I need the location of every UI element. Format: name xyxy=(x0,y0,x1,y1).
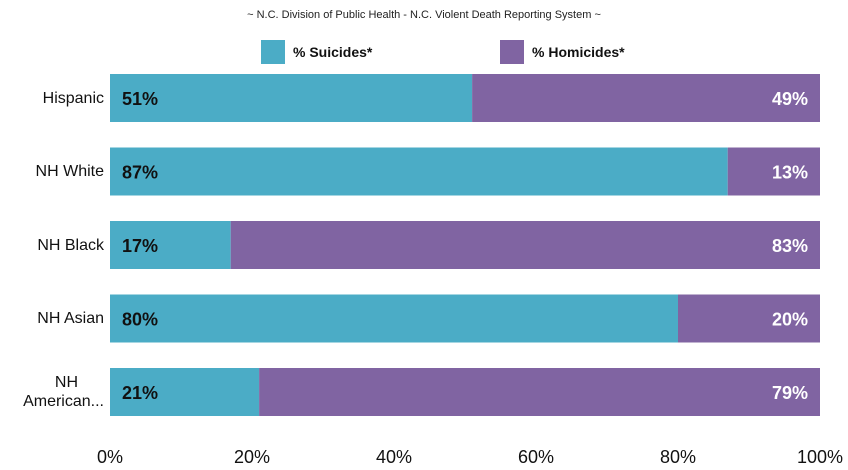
x-tick-label: 60% xyxy=(517,447,555,467)
x-tick-label: 80% xyxy=(659,447,697,467)
category-label-3: NH Asian xyxy=(0,309,104,328)
legend-swatch-suicides xyxy=(261,40,285,64)
x-tick-label: 20% xyxy=(233,447,271,467)
legend-swatch-homicides xyxy=(500,40,524,64)
data-label-homicides-0: 49% xyxy=(772,89,808,109)
bar-suicides-0 xyxy=(110,74,473,122)
category-label-1: NH White xyxy=(0,162,104,181)
data-label-suicides-3: 80% xyxy=(122,310,158,330)
category-label-line: NH White xyxy=(35,163,104,180)
data-label-homicides-3: 20% xyxy=(772,310,808,330)
data-label-homicides-2: 83% xyxy=(772,236,808,256)
bar-homicides-3 xyxy=(678,294,820,343)
x-tick-label: 40% xyxy=(375,447,413,467)
chart-subtitle: ~ N.C. Division of Public Health - N.C. … xyxy=(247,9,601,21)
legend-item-suicides: % Suicides* xyxy=(261,40,372,64)
x-tick-label: 100% xyxy=(796,447,844,467)
category-label-0: Hispanic xyxy=(0,89,104,108)
bar-suicides-4 xyxy=(110,368,260,416)
bar-suicides-2 xyxy=(110,221,231,269)
bar-homicides-1 xyxy=(727,147,820,196)
bar-suicides-1 xyxy=(110,147,728,196)
category-label-line: NH xyxy=(54,374,78,391)
category-label-line: NH Asian xyxy=(37,310,104,327)
legend-label-suicides: % Suicides* xyxy=(293,44,373,60)
legend-label-homicides: % Homicides* xyxy=(532,44,625,60)
data-label-homicides-4: 79% xyxy=(772,383,808,403)
legend-item-homicides: % Homicides* xyxy=(500,40,625,64)
bar-homicides-4 xyxy=(259,368,821,416)
data-label-suicides-1: 87% xyxy=(122,163,158,183)
category-label-line: NH Black xyxy=(37,236,104,254)
data-label-homicides-1: 13% xyxy=(772,163,808,183)
category-label-2: NH Black xyxy=(0,236,104,255)
category-label-line: Hispanic xyxy=(42,89,104,107)
data-label-suicides-4: 21% xyxy=(122,383,158,403)
data-label-suicides-0: 51% xyxy=(122,89,158,109)
category-label-4: NH American... xyxy=(0,373,104,411)
category-label-line: American... xyxy=(23,393,104,410)
bar-homicides-0 xyxy=(472,74,820,122)
bar-suicides-3 xyxy=(110,294,678,343)
x-tick-label: 0% xyxy=(96,447,124,467)
data-label-suicides-2: 17% xyxy=(122,236,158,256)
bar-homicides-2 xyxy=(230,221,820,269)
